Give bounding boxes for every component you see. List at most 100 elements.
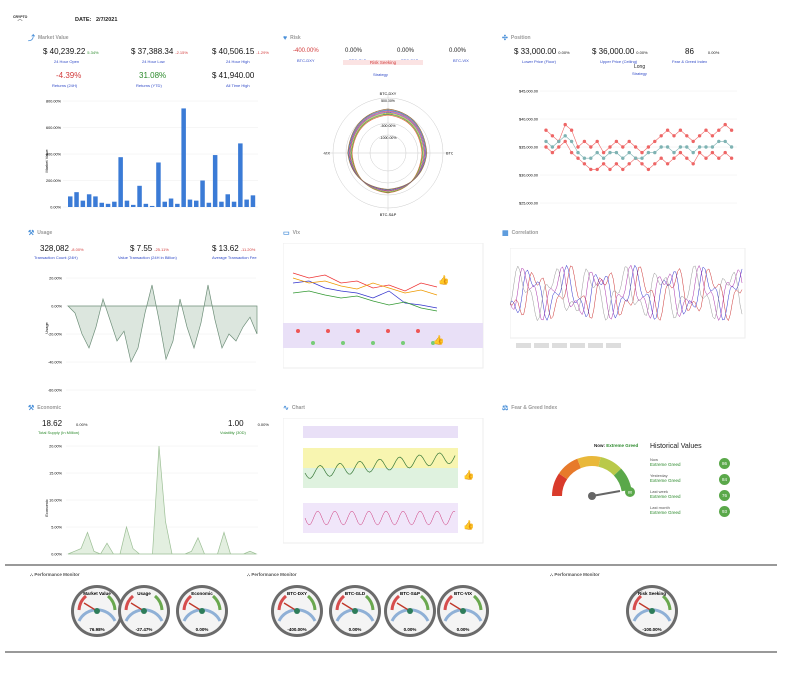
bar <box>175 203 180 207</box>
gauge-label: Usage <box>137 591 151 596</box>
y-tick: 400.00% <box>46 153 62 157</box>
gauge-value: -100.00% <box>642 627 661 632</box>
correlation-chart <box>510 248 746 348</box>
signal-dot <box>431 341 435 345</box>
fear-greed-panel: ⚖ Fear & Greed Index Now: Extreme Greed 8… <box>502 403 752 548</box>
history-score: 93 <box>719 506 730 517</box>
risk-value: 0.00% <box>449 48 467 54</box>
usage-title: ⚒ Usage <box>28 230 53 237</box>
y-tick: $35,000.00 <box>519 146 538 150</box>
fg-now: Now: Extreme Greed <box>594 443 639 448</box>
usage-area <box>67 284 258 364</box>
fg-label: Fear & Greed Index <box>672 59 708 64</box>
history-when: Last week <box>650 489 669 494</box>
radar-series <box>347 108 428 190</box>
gauge-label: BTC-S&P <box>400 591 420 596</box>
vol-label: Volatility (30D) <box>220 430 246 435</box>
risk-title: ♥ Risk <box>283 34 301 42</box>
valtx-stat: $ 7.55 -25.11% <box>130 244 169 253</box>
divider-bottom <box>5 651 777 653</box>
fee-label: Average Transaction Fee <box>212 255 257 260</box>
gauge-value: -27.47% <box>136 627 153 632</box>
vix-line <box>292 277 438 296</box>
network-icon: ⛬ <box>550 572 555 577</box>
monitor-title: ⛬ Performance Monitor <box>247 572 297 577</box>
gauge-hub <box>588 492 596 500</box>
y-tick: 800.00% <box>46 100 62 104</box>
gauge-label: Market Value <box>83 591 111 596</box>
axis-label: BTC-S&P <box>380 213 397 217</box>
bar <box>168 198 174 207</box>
oscillator-line <box>304 510 456 526</box>
supply-stat: 18.62 0.00% <box>42 419 88 428</box>
y-tick: 15.00% <box>49 472 63 476</box>
vix-title: ▭ Vix <box>283 230 301 237</box>
vol-stat: 1.00 0.00% <box>228 419 269 428</box>
count-stat: 328,082 -8.00% <box>40 244 84 253</box>
radar-series <box>350 113 424 193</box>
bar <box>212 155 218 207</box>
signal-dot <box>401 341 405 345</box>
hammer-icon: ⚒ <box>28 405 35 412</box>
gauge-value: 76.98% <box>89 627 104 632</box>
network-icon: ⛬ <box>247 572 252 577</box>
gauge-hub <box>649 608 655 614</box>
y-tick: 20.00% <box>49 445 63 449</box>
signal-dot <box>386 329 390 333</box>
y-tick: 0.00% <box>51 553 62 557</box>
y-tick: 0.00% <box>51 305 62 309</box>
bar <box>194 200 199 207</box>
returns-24h: -4.39% <box>56 71 82 80</box>
header: CRYPTO ⌒ DATE: 2/7/2021 <box>13 15 783 29</box>
correlation-line <box>510 265 743 322</box>
vix-panel: ▭ Vix 👍 👍 <box>283 228 498 378</box>
divider-top <box>5 564 777 566</box>
market-ylabel: Market Value <box>44 149 49 173</box>
risk-label: BTC-VIX <box>453 58 469 63</box>
count-label: Transaction Count (24H) <box>34 255 78 260</box>
lower-stat: $ 33,000.00 0.00% <box>514 47 570 56</box>
position-line <box>545 124 732 154</box>
bar <box>80 200 86 207</box>
market-value-title: ⤴ Market Value <box>28 35 69 42</box>
thumbs-up-icon: 👍 <box>433 334 444 345</box>
y-tick: $40,000.00 <box>519 118 538 122</box>
bar <box>187 199 193 207</box>
economic-title: ⚒ Economic <box>28 405 62 412</box>
signal-dot <box>371 341 375 345</box>
bar <box>156 162 161 207</box>
chart-panel: ∿ Chart 👍 👍 <box>283 403 498 548</box>
risk-radar-chart: 500.00%0.00%-500.00%-1000.00%BTC-DXYBTC-… <box>323 92 453 217</box>
thumbs-up-icon: 👍 <box>438 274 449 285</box>
performance-gauge: Economic 0.00% <box>176 585 228 637</box>
fear-greed-title: ⚖ Fear & Greed Index <box>502 405 558 412</box>
chart-title: ∿ Chart <box>283 405 305 412</box>
history-label: Extreme Greed <box>650 462 681 467</box>
gauge-label: BTC-VIX <box>454 591 472 596</box>
history-when: Yesterday <box>650 473 668 478</box>
strategy-badge: Risk Seeking <box>343 60 423 65</box>
economic-area <box>67 445 257 555</box>
correlation-line <box>510 264 743 321</box>
position-line <box>545 140 732 170</box>
y-tick: 600.00% <box>46 126 62 130</box>
vix-line <box>292 290 438 312</box>
returns-ytd: 31.08% <box>139 71 167 80</box>
low-stat: $ 37,388.34 -2.15% <box>131 47 188 56</box>
legend-chip <box>516 343 531 348</box>
bar <box>219 201 224 207</box>
bar <box>250 195 256 207</box>
gauge-value: 0.00% <box>457 627 470 632</box>
monitor-title: ⛬ Performance Monitor <box>550 572 600 577</box>
correlation-line <box>510 264 743 322</box>
upper-stat: $ 36,000.00 0.00% <box>592 47 648 56</box>
history-score: 86 <box>719 458 730 469</box>
gauge-segment <box>613 468 632 492</box>
grid-icon: ▦ <box>502 230 509 237</box>
economic-area-chart: 20.00% 15.00% 10.00% 5.00% 0.00% Economic <box>44 445 258 557</box>
bar <box>137 185 142 207</box>
signal-dot <box>326 329 330 333</box>
strategy-label: Strategy <box>373 72 388 77</box>
balance-icon: ⚖ <box>502 405 509 412</box>
fg-stat: 86 0.00% <box>685 47 720 56</box>
